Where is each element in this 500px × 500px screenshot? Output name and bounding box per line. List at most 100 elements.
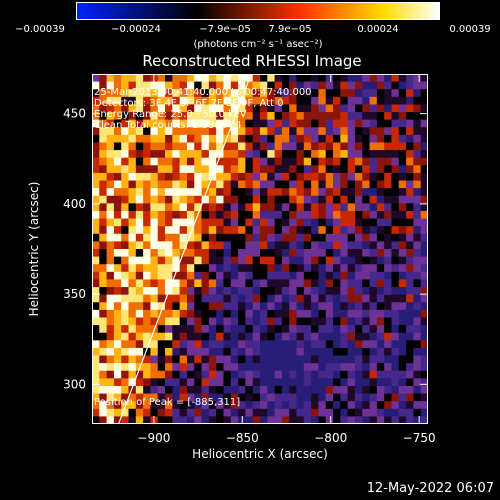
heatmap-cell [413,370,422,379]
heatmap-cell [172,81,181,90]
heatmap-cell [406,119,414,128]
heatmap-cell [281,294,290,303]
heatmap-cell [208,195,217,204]
heatmap-cell [289,302,298,311]
heatmap-cell [135,408,144,417]
heatmap-cell [281,355,290,364]
heatmap-cell [92,294,100,303]
heatmap-cell [376,127,385,136]
heatmap-cell [303,134,312,144]
heatmap-cell [128,119,137,128]
heatmap-cell [143,401,152,410]
heatmap-cell [143,363,152,372]
heatmap-cell [92,104,100,113]
heatmap-cell [340,370,349,379]
heatmap-cell [376,271,385,281]
heatmap-cell [303,195,312,204]
heatmap-cell [398,309,407,319]
heatmap-cell [208,150,217,159]
heatmap-cell [369,347,378,357]
heatmap-cell [398,393,407,402]
heatmap-cell [333,370,341,379]
x-axis-label: Heliocentric X (arcsec) [192,447,328,461]
heatmap-cell [165,195,173,204]
heatmap-cell [274,256,283,265]
heatmap-cell [208,385,217,395]
heatmap-cell [245,210,254,220]
heatmap-cell [216,256,225,265]
heatmap-cell [369,264,378,273]
heatmap-cell [208,241,217,250]
heatmap-cell [340,241,349,250]
heatmap-cell [391,112,400,121]
heatmap-cell [113,256,122,265]
heatmap-cell [121,172,130,182]
heatmap-cell [333,188,341,197]
heatmap-cell [128,340,137,349]
heatmap-cell [281,271,290,281]
heatmap-cell [398,165,407,174]
heatmap-cell [340,332,349,341]
heatmap-cell [267,309,276,319]
heatmap-cell [99,119,108,128]
heatmap-cell [238,241,246,250]
heatmap-cell [143,157,152,166]
heatmap-cell [333,317,341,326]
heatmap-cell [347,150,356,159]
heatmap-cell [179,370,188,379]
heatmap-cell [398,325,407,334]
heatmap-cell [172,271,181,281]
heatmap-cell [391,241,400,250]
heatmap-cell [165,96,173,106]
heatmap-cell [186,416,195,424]
heatmap-cell [274,112,283,121]
heatmap-cell [333,96,341,106]
heatmap-cell [325,370,334,379]
heatmap-cell [354,150,363,159]
heatmap-cell [384,256,393,265]
heatmap-cell [354,203,363,212]
heatmap-cell [296,96,305,106]
heatmap-cell [281,256,290,265]
heatmap-cell [362,256,371,265]
heatmap-cell [223,233,232,242]
heatmap-cell [106,416,115,424]
heatmap-cell [201,378,210,387]
heatmap-cell [179,74,188,83]
heatmap-cell [135,127,144,136]
heatmap-cell [420,89,428,98]
heatmap-cell [325,134,334,144]
heatmap-cell [135,287,144,296]
heatmap-cell [296,150,305,159]
heatmap-cell [406,363,414,372]
heatmap-cell [245,279,254,288]
heatmap-cell [150,279,159,288]
heatmap-cell [238,378,246,387]
heatmap-cell [384,309,393,319]
heatmap-cell [143,150,152,159]
heatmap-cell [376,355,385,364]
heatmap-cell [267,317,276,326]
heatmap-cell [128,287,137,296]
heatmap-cell [260,370,268,379]
heatmap-cell [311,294,320,303]
heatmap-cell [289,256,298,265]
heatmap-cell [420,416,428,424]
heatmap-cell [216,165,225,174]
heatmap-cell [172,378,181,387]
heatmap-cell [245,347,254,357]
heatmap-cell [150,112,159,121]
heatmap-cell [143,340,152,349]
heatmap-cell [376,325,385,334]
heatmap-cell [223,157,232,166]
heatmap-cell [325,340,334,349]
colorbar-tick-label: 0.00039 [449,24,491,35]
heatmap-cell [376,150,385,159]
heatmap-cell [252,256,261,265]
heatmap-cell [113,210,122,220]
heatmap-cell [420,340,428,349]
heatmap-cell [216,401,225,410]
heatmap-cell [296,347,305,357]
heatmap-cell [362,142,371,151]
heatmap-cell [92,233,100,242]
